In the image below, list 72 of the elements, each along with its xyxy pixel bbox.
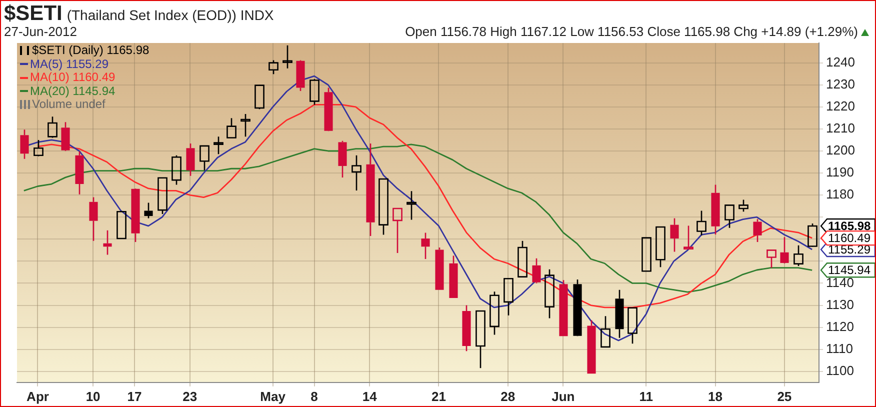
- y-tick-label: 1110: [826, 340, 853, 356]
- candlestick: [504, 278, 514, 316]
- chart-subtitle: (Thailand Set Index (EOD)) INDX: [66, 7, 274, 23]
- candlestick: [392, 208, 402, 254]
- legend-label: MA(5) 1155.29: [30, 56, 108, 70]
- text: Open 1156.78 High 1167.12 Low 1156.53 Close 1165.98 Chg +14.89 (+1.29%): [405, 24, 858, 39]
- candlestick: [186, 142, 195, 177]
- x-tick-label: 8: [310, 388, 318, 404]
- y-tick-label: 1120: [826, 318, 854, 334]
- y-tick-label: 1100: [826, 362, 854, 378]
- candlestick: [462, 304, 471, 352]
- chart-title: $SETI: [4, 2, 62, 25]
- text: 1145.94: [828, 262, 871, 277]
- x-tick-label: 23: [182, 388, 198, 404]
- candlestick: [282, 44, 292, 69]
- candlestick: [352, 154, 362, 192]
- x-tick-label: 25: [777, 388, 792, 404]
- y-tick-label: 1240: [826, 54, 855, 70]
- x-tick-label: 10: [86, 388, 100, 404]
- candlestick: [794, 244, 804, 267]
- x-tick-label: Jun: [552, 388, 575, 404]
- candlestick: [406, 190, 416, 220]
- candlestick: [615, 289, 624, 339]
- candlestick: [544, 268, 554, 319]
- legend-label: MA(20) 1145.94: [30, 84, 116, 98]
- candlestick: [20, 128, 29, 160]
- y-tick-label: 1220: [826, 98, 855, 114]
- x-tick-label: 28: [500, 388, 516, 404]
- candlestick: [200, 145, 210, 172]
- text: 1155.29: [828, 242, 871, 256]
- candlestick: [378, 178, 388, 236]
- text: 27-Jun-2012: [4, 24, 77, 39]
- candlestick: [628, 307, 638, 344]
- y-tick-label: 1190: [826, 164, 854, 180]
- legend-label: MA(10) 1160.49: [30, 70, 116, 84]
- y-tick-label: 1200: [826, 142, 855, 158]
- candlestick: [421, 232, 430, 260]
- candlestick: [696, 210, 706, 236]
- x-tick-label: 11: [639, 388, 654, 404]
- candlestick: [103, 230, 112, 256]
- annotation: Volume undef: [32, 97, 106, 111]
- candlestick: [711, 184, 720, 236]
- x-tick-label: 17: [127, 388, 142, 404]
- y-tick-label: 1210: [826, 120, 855, 136]
- candlestick: [131, 188, 140, 243]
- text: 1160.49: [828, 230, 871, 245]
- y-tick-label: 1130: [826, 296, 854, 312]
- candlestick: [144, 202, 153, 219]
- candlestick: [476, 310, 486, 369]
- candlestick: [89, 196, 98, 242]
- candlestick: [490, 290, 500, 336]
- x-tick-label: 14: [362, 388, 378, 404]
- candlestick: [366, 142, 375, 237]
- y-tick-label: 1140: [826, 274, 854, 290]
- candlestick: [670, 218, 679, 252]
- candlestick: [600, 315, 610, 348]
- x-tick-label: Apr: [26, 388, 49, 404]
- x-tick-label: May: [260, 388, 286, 404]
- candlestick: [753, 218, 762, 243]
- candlestick: [338, 140, 347, 178]
- candlestick: [240, 113, 250, 138]
- x-tick-label: 21: [432, 388, 446, 404]
- annotation: $SETI (Daily) 1165.98: [32, 43, 150, 57]
- candlestick: [214, 136, 224, 155]
- text: 1165.98: [828, 218, 872, 233]
- candlestick: [34, 139, 44, 157]
- x-tick-label: 18: [708, 388, 723, 404]
- candlestick: [684, 225, 694, 250]
- y-tick-label: 1180: [826, 186, 854, 202]
- candlestick: [75, 150, 84, 196]
- candlestick: [766, 250, 776, 268]
- y-tick-label: 1230: [826, 76, 855, 92]
